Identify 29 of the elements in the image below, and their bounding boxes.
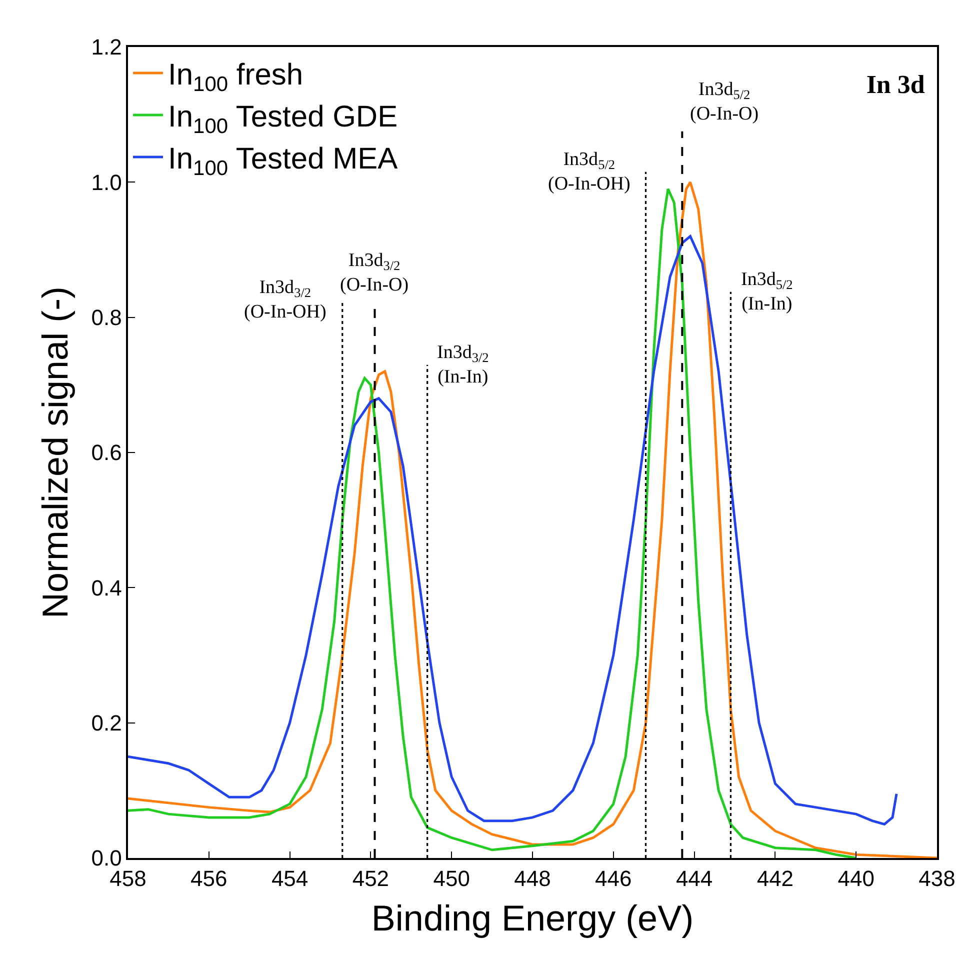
- x-tick-label: 452: [352, 866, 390, 892]
- x-tick-label: 446: [595, 866, 632, 892]
- ref-line-label: In3d$_{5/2}$ (O-In-O): [690, 79, 759, 125]
- legend-label: In$_{100}$ Tested GDE: [168, 100, 398, 138]
- x-tick-label: 440: [838, 866, 874, 892]
- line-series: [128, 234, 898, 826]
- x-tick-label: 454: [271, 866, 308, 892]
- text: In 3d: [866, 70, 926, 100]
- y-tick-label: 0.2: [91, 710, 122, 736]
- x-tick-label: 442: [756, 866, 794, 892]
- legend-label: In$_{100}$ fresh: [168, 58, 304, 96]
- ref-line-label: In3d$_{3/2}$ (O-In-OH): [244, 277, 326, 323]
- y-axis-title: Normalized signal (-): [34, 286, 76, 619]
- x-tick-label: 450: [433, 866, 470, 892]
- y-tick-label: 0.6: [91, 440, 122, 466]
- legend-label: In$_{100}$ Tested MEA: [168, 142, 398, 180]
- y-tick-label: 0.4: [91, 575, 122, 600]
- ref-line-label: In3d$_{5/2}$ (O-In-OH): [548, 149, 630, 195]
- y-tick-label: 1.2: [91, 34, 122, 60]
- x-axis-title: Binding Energy (eV): [371, 897, 694, 938]
- ref-line-label: In3d$_{3/2}$ (O-In-O): [340, 250, 409, 296]
- x-tick-label: 456: [190, 866, 228, 892]
- y-tick-label: 1.0: [91, 170, 122, 195]
- ref-line-label: In3d$_{5/2}$ (In-In): [741, 269, 793, 315]
- y-tick-label: 0.8: [91, 305, 122, 330]
- x-tick-label: 438: [918, 866, 956, 892]
- x-tick-label: 444: [676, 866, 713, 892]
- ref-line-label: In3d$_{3/2}$ (In-In): [437, 342, 489, 388]
- x-tick-label: 448: [514, 866, 551, 892]
